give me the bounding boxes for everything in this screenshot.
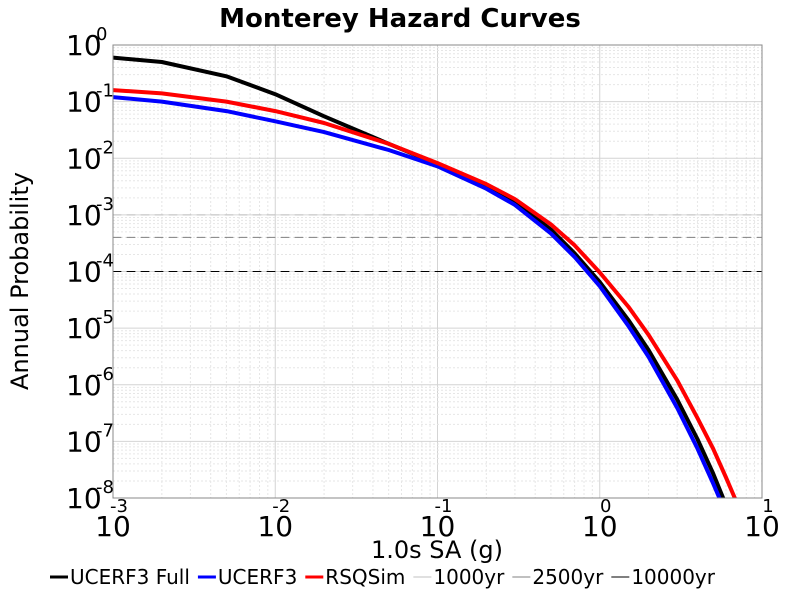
y-tick-label: 10: [66, 86, 102, 119]
y-tick-label: 10: [66, 425, 102, 458]
y-axis-label: Annual Probability: [6, 172, 34, 390]
y-tick-exponent: -3: [96, 194, 114, 215]
y-tick-label: 10: [66, 256, 102, 289]
y-tick-label: 10: [66, 29, 102, 62]
series-line-rsqsim: [113, 88, 737, 498]
grid: [113, 45, 762, 498]
x-tick-exponent: -1: [435, 496, 453, 517]
y-tick-exponent: -4: [96, 251, 114, 272]
x-tick-label: 10: [744, 510, 780, 543]
y-tick-label: 10: [66, 312, 102, 345]
legend-label: 1000yr: [433, 565, 505, 589]
y-tick-label: 10: [66, 142, 102, 175]
y-tick-label: 10: [66, 369, 102, 402]
legend-label: 10000yr: [631, 565, 715, 589]
y-tick-exponent: -8: [96, 477, 114, 498]
x-tick-label: 10: [420, 510, 456, 543]
legend-label: UCERF3: [218, 565, 297, 589]
legend: UCERF3 Full UCERF3 RSQSim 1000yr 2500yr 10000…: [50, 565, 716, 589]
series-line-ucerf3-full: [113, 55, 726, 498]
x-tick-label: 10: [95, 510, 131, 543]
y-tick-label: 10: [66, 482, 102, 515]
x-tick-exponent: 1: [762, 496, 773, 517]
x-tick-label: 10: [582, 510, 618, 543]
y-tick-exponent: -1: [96, 81, 114, 102]
x-tick-exponent: -3: [110, 496, 128, 517]
legend-label: RSQSim: [325, 565, 405, 589]
x-tick-exponent: -2: [272, 496, 290, 517]
plot-frame: [112, 44, 763, 499]
legend-label: UCERF3 Full: [70, 565, 190, 589]
y-tick-exponent: -7: [96, 420, 114, 441]
legend-label: 2500yr: [532, 565, 604, 589]
y-tick-label: 10: [66, 199, 102, 232]
series-layer: [113, 55, 737, 498]
y-tick-exponent: -2: [96, 137, 114, 158]
y-tick-exponent: 0: [96, 24, 107, 45]
series-line-ucerf3: [113, 95, 722, 498]
x-tick-label: 10: [257, 510, 293, 543]
chart-title: Monterey Hazard Curves: [219, 4, 581, 34]
y-tick-exponent: -5: [96, 307, 114, 328]
reference-lines: [112, 214, 763, 272]
x-tick-exponent: 0: [600, 496, 611, 517]
y-tick-exponent: -6: [96, 364, 114, 385]
x-axis-label: 1.0s SA (g): [371, 536, 503, 564]
